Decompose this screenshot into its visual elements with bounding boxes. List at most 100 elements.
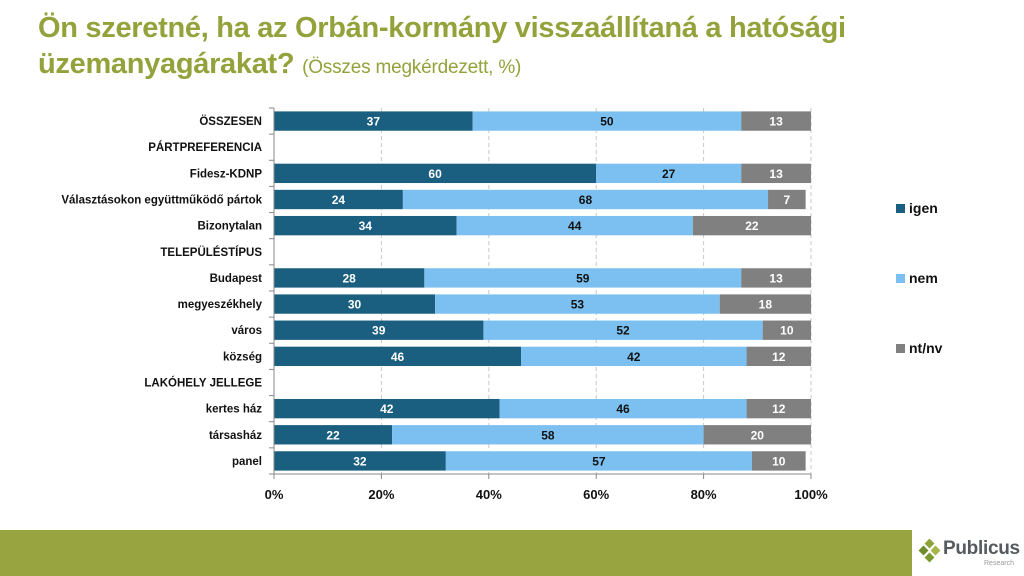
- bar-segment-nem: [456, 215, 693, 236]
- category-label: TELEPÜLÉSTÍPUS: [160, 246, 262, 259]
- bar-segment-igen: [274, 268, 425, 288]
- bar-segment-igen: [274, 111, 473, 131]
- data-label: 59: [576, 271, 590, 285]
- bar-segment-igen: [274, 425, 393, 445]
- data-label: 44: [568, 219, 582, 233]
- data-label: 34: [359, 219, 373, 233]
- legend-swatch-igen: [896, 204, 905, 213]
- x-tick-label: 80%: [691, 487, 717, 502]
- category-label: LAKÓHELY JELLEGE: [144, 377, 262, 390]
- x-tick-label: 20%: [368, 487, 394, 502]
- x-tick-label: 40%: [476, 487, 502, 502]
- category-label: község: [223, 351, 262, 363]
- bar-segment-ntnv: [692, 215, 811, 236]
- category-label: PÁRTPREFERENCIA: [148, 141, 262, 154]
- bar-segment-nem: [499, 398, 747, 419]
- x-tick-label: 0%: [265, 487, 284, 502]
- data-label: 52: [616, 324, 630, 338]
- data-label: 53: [571, 298, 585, 312]
- bar-segment-igen: [274, 320, 484, 340]
- category-label: Budapest: [210, 273, 263, 285]
- bar-segment-igen: [274, 346, 522, 367]
- stacked-bar-chart: 0% 20% 40% 60% 80% 100% ÖSSZESEN 37 50 13 PÁRTPREF…: [61, 107, 943, 502]
- bar-segment-ntnv: [741, 111, 811, 131]
- data-label: 37: [367, 115, 381, 129]
- bar-segment-nem: [472, 111, 742, 131]
- x-tick-label: 60%: [583, 487, 609, 502]
- bar-segment-igen: [274, 163, 597, 184]
- bar-segment-ntnv: [751, 451, 806, 471]
- data-label: 20: [751, 428, 765, 442]
- bar-segment-igen: [274, 215, 457, 236]
- data-label: 46: [616, 402, 630, 416]
- bar-segment-ntnv: [703, 425, 811, 445]
- bar-segment-nem: [596, 163, 742, 184]
- bar-segment-ntnv: [768, 189, 806, 210]
- data-label: 22: [745, 219, 759, 233]
- legend-label: nt/nv: [909, 340, 943, 356]
- data-label: 57: [592, 454, 606, 468]
- data-label: 13: [769, 271, 783, 285]
- data-label: 7: [783, 193, 790, 207]
- data-label: 58: [541, 428, 555, 442]
- data-label: 22: [326, 428, 340, 442]
- bar-segment-nem: [445, 451, 752, 471]
- bar-segment-ntnv: [741, 268, 811, 288]
- footer-bar: [0, 530, 912, 576]
- logo-diamond-icon: [918, 539, 941, 563]
- data-label: 24: [332, 193, 346, 207]
- bar-segment-ntnv: [762, 320, 811, 340]
- bar-segment-ntnv: [746, 346, 811, 367]
- data-label: 28: [343, 271, 357, 285]
- category-label: Fidesz-KDNP: [190, 168, 263, 180]
- data-label: 46: [391, 350, 405, 364]
- bar-segment-ntnv: [719, 294, 811, 314]
- data-label: 10: [772, 454, 786, 468]
- bar-segment-nem: [402, 189, 769, 210]
- data-label: 12: [772, 350, 786, 364]
- category-label: ÖSSZESEN: [199, 115, 262, 128]
- data-label: 39: [372, 324, 386, 338]
- chart-title: Ön szeretné, ha az Orbán-kormány visszaá…: [38, 10, 938, 86]
- bar-segment-igen: [274, 189, 403, 210]
- data-label: 18: [759, 298, 773, 312]
- logo-text: Publicus: [943, 538, 1020, 559]
- bar-segment-ntnv: [741, 163, 811, 184]
- publicus-logo: Publicus Research: [916, 536, 1024, 572]
- logo-subtext: Research: [984, 560, 1014, 567]
- data-label: 13: [769, 115, 783, 129]
- legend-label: nem: [909, 270, 938, 286]
- category-label: kertes ház: [206, 404, 263, 416]
- data-label: 12: [772, 402, 786, 416]
- bar-segment-nem: [483, 320, 763, 340]
- legend-swatch-nem: [896, 274, 905, 283]
- bar-segment-igen: [274, 294, 436, 314]
- category-label: Választásokon együttműködő pártok: [61, 195, 262, 207]
- data-label: 42: [627, 350, 641, 364]
- data-label: 68: [579, 193, 593, 207]
- category-label: Bizonytalan: [197, 221, 262, 233]
- legend-swatch-ntnv: [896, 344, 905, 353]
- category-label: társasház: [209, 430, 262, 442]
- data-label: 27: [662, 167, 676, 181]
- data-label: 42: [380, 402, 394, 416]
- bar-segment-nem: [435, 294, 720, 314]
- bar-segment-igen: [274, 451, 446, 471]
- bar-segment-igen: [274, 398, 500, 419]
- data-label: 60: [428, 167, 442, 181]
- data-label: 32: [353, 454, 367, 468]
- data-label: 30: [348, 298, 362, 312]
- bar-segment-nem: [521, 346, 747, 367]
- title-subtitle: (Összes megkérdezett, %): [302, 57, 522, 78]
- x-tick-label: 100%: [794, 487, 828, 502]
- data-label: 10: [780, 324, 794, 338]
- data-label: 13: [769, 167, 783, 181]
- bar-segment-nem: [424, 268, 742, 288]
- legend-label: igen: [909, 200, 938, 216]
- category-label: város: [231, 325, 262, 337]
- category-label: panel: [232, 456, 262, 468]
- category-label: megyeszékhely: [178, 299, 263, 311]
- bar-segment-nem: [392, 425, 704, 445]
- title-main: Ön szeretné, ha az Orbán-kormány visszaá…: [38, 12, 846, 80]
- data-label: 50: [600, 115, 614, 129]
